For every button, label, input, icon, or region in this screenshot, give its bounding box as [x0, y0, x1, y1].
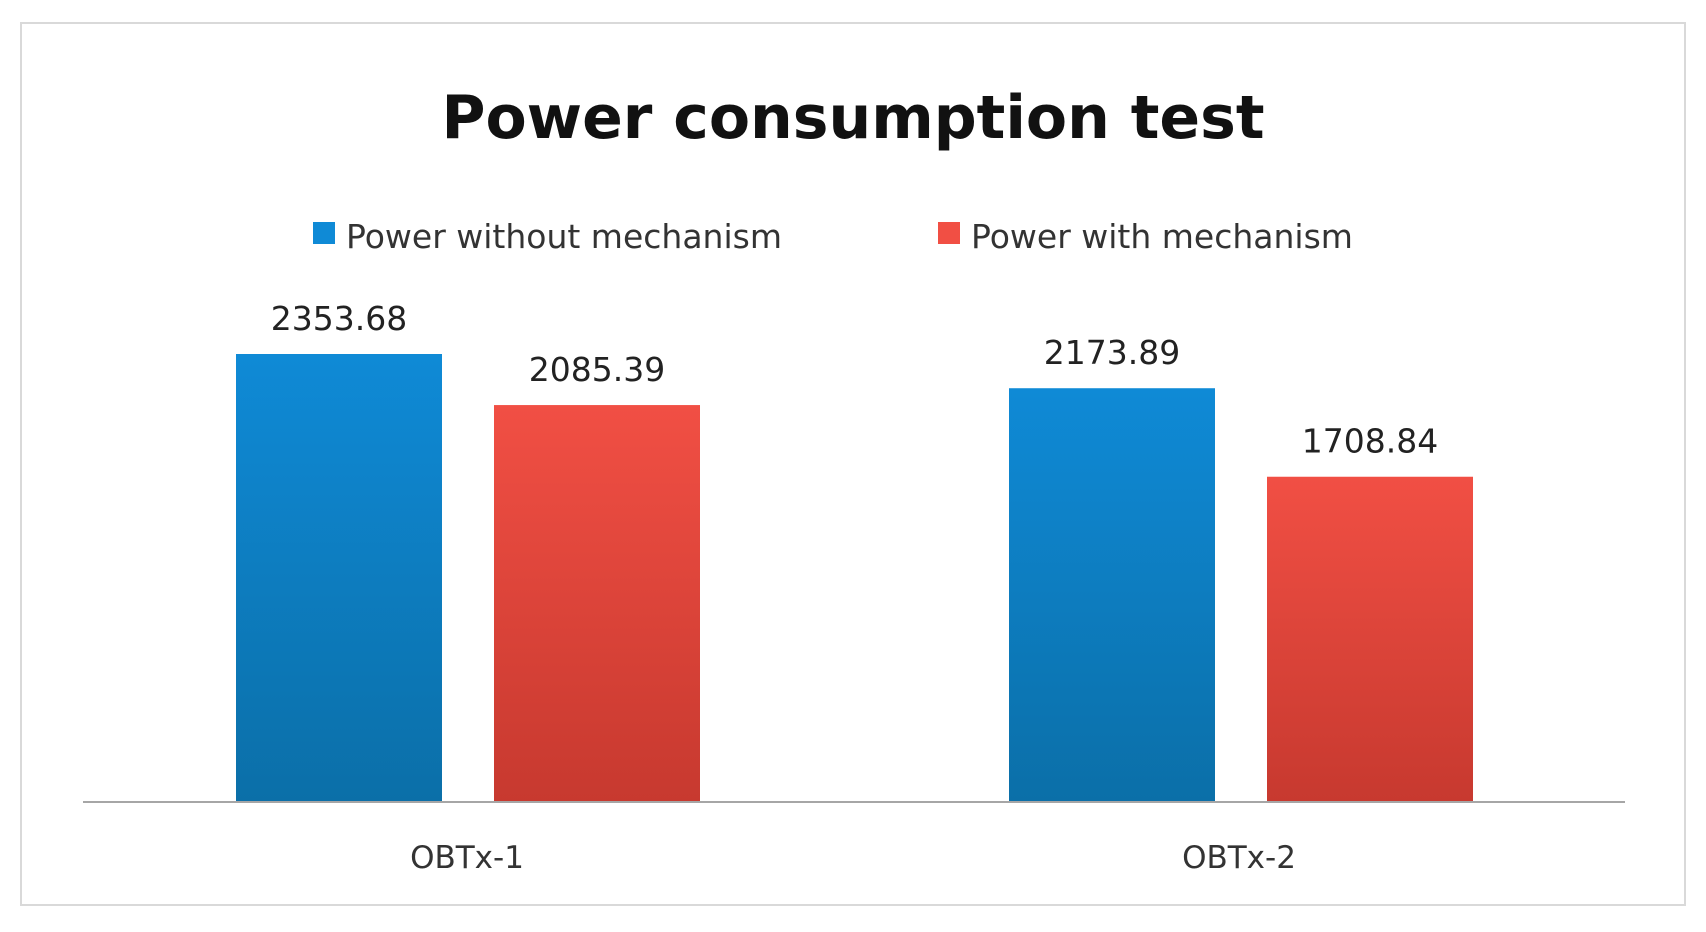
data-label-obtx-2-series-0: 2173.89 — [1044, 333, 1180, 372]
legend-swatch-without — [313, 222, 335, 244]
legend-label-without: Power without mechanism — [346, 217, 782, 256]
legend-swatch-with — [938, 222, 960, 244]
bar-obtx-2-series-0 — [1009, 388, 1215, 802]
bar-obtx-1-series-0 — [236, 354, 442, 802]
bar-obtx-1-series-1 — [494, 405, 700, 802]
bar-obtx-2-series-1 — [1267, 476, 1473, 802]
data-label-obtx-1-series-1: 2085.39 — [529, 350, 665, 389]
legend-label-with: Power with mechanism — [971, 217, 1353, 256]
legend: Power without mechanism Power with mecha… — [313, 217, 1353, 256]
x-tick-label-obtx-1: OBTx-1 — [410, 840, 524, 876]
x-tick-label-obtx-2: OBTx-2 — [1182, 840, 1296, 876]
data-label-obtx-2-series-1: 1708.84 — [1302, 422, 1438, 461]
bars-group: 2353.68 2085.39 2173.89 1708.84 — [236, 299, 1473, 802]
x-tick-labels: OBTx-1 OBTx-2 — [410, 840, 1296, 876]
data-label-obtx-1-series-0: 2353.68 — [271, 299, 407, 338]
chart-title: Power consumption test — [441, 83, 1264, 153]
